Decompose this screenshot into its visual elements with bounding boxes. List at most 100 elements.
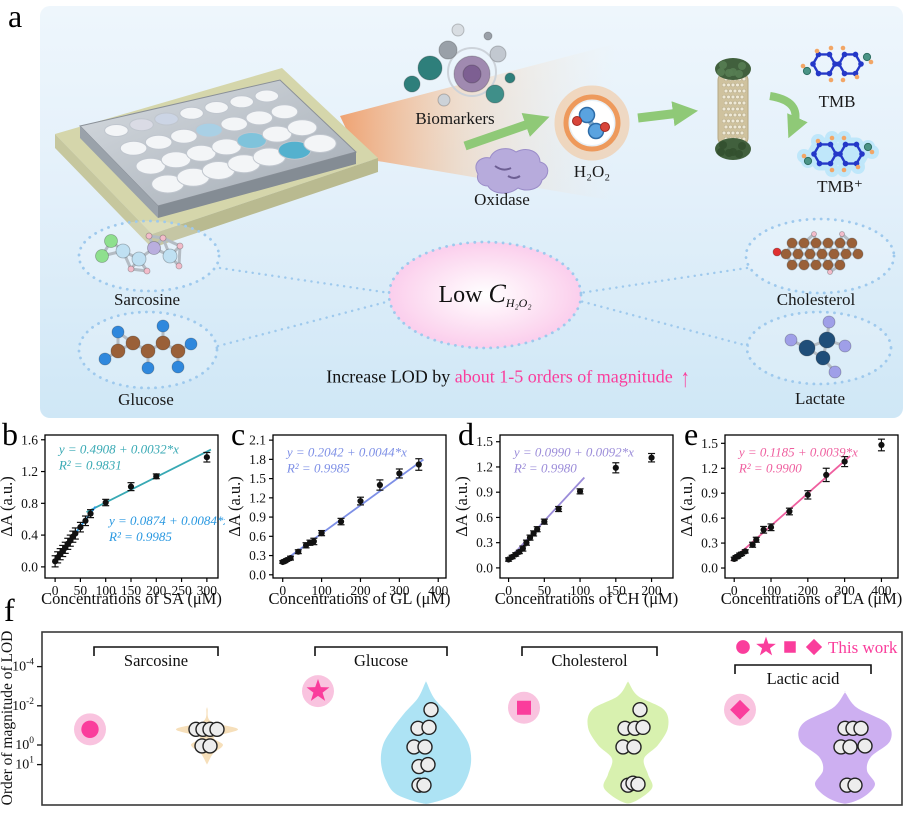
arrow-tmb-conversion-icon bbox=[769, 92, 808, 139]
literature-lod-point bbox=[626, 739, 642, 755]
literature-lod-point bbox=[421, 719, 437, 736]
svg-text:200: 200 bbox=[798, 583, 819, 598]
literature-lod-point bbox=[842, 739, 858, 755]
y-tick-label: 10-4 bbox=[12, 658, 34, 675]
svg-text:0.3: 0.3 bbox=[249, 548, 266, 563]
svg-text:0.3: 0.3 bbox=[701, 536, 718, 551]
svg-text:1.5: 1.5 bbox=[701, 436, 718, 451]
svg-text:50: 50 bbox=[538, 583, 552, 598]
y-tick-label: 10-2 bbox=[12, 697, 34, 714]
svg-text:300: 300 bbox=[835, 583, 856, 598]
this-work-marker-diamond bbox=[724, 693, 756, 726]
panel-c-calibration-chart: 0 100 200 300 400 0.0 0.3 0.6 0.9 1.2 1.5 1.8 2.1 Con… bbox=[225, 420, 453, 616]
data-point bbox=[77, 524, 84, 531]
panel-label-a: a bbox=[8, 0, 23, 34]
low-h2o2-callout: Low CH₂O₂ bbox=[438, 279, 531, 311]
fit-r-squared: R² = 0.9900 bbox=[738, 460, 802, 475]
chart-e-svg: 0 100 200 300 400 0.0 0.3 0.6 0.9 1.2 1.5 Concentra… bbox=[677, 434, 903, 608]
x-axis-label: Concentrations of GL (μM) bbox=[269, 589, 451, 608]
svg-text:1.5: 1.5 bbox=[249, 471, 266, 486]
fit-equation: y = 0.2042 + 0.0044*x bbox=[285, 444, 407, 459]
panel-label-c: c bbox=[231, 416, 246, 452]
microplate-illustration bbox=[55, 68, 378, 248]
h2o2-label: H₂O₂ bbox=[573, 162, 611, 181]
dotted-connector bbox=[216, 299, 392, 348]
svg-text:0: 0 bbox=[279, 583, 286, 598]
group-bracket bbox=[314, 646, 448, 656]
svg-text:1.2: 1.2 bbox=[21, 464, 38, 479]
data-point bbox=[760, 526, 767, 533]
sarcosine-label: Sarcosine bbox=[113, 290, 181, 309]
violin-group-sarcosine bbox=[175, 707, 239, 765]
group-label: Lactic acid bbox=[767, 669, 841, 688]
data-point bbox=[841, 458, 848, 465]
y-axis-label: ΔA (a.u.) bbox=[680, 476, 696, 537]
data-point bbox=[415, 461, 422, 468]
svg-text:250: 250 bbox=[171, 583, 192, 598]
svg-text:100: 100 bbox=[761, 583, 782, 598]
literature-lod-point bbox=[857, 738, 873, 754]
svg-text:0: 0 bbox=[52, 583, 59, 598]
svg-text:400: 400 bbox=[871, 583, 892, 598]
panel-label-d: d bbox=[458, 416, 474, 452]
fit-equation: y = 0.0874 + 0.0084*x bbox=[107, 513, 225, 528]
up-arrow-icon: ↑ bbox=[680, 363, 690, 393]
data-points bbox=[730, 438, 885, 562]
svg-text:0.3: 0.3 bbox=[476, 535, 493, 550]
literature-lod-point bbox=[420, 756, 436, 773]
this-work-label: This work bbox=[828, 638, 898, 657]
literature-lod-point bbox=[417, 739, 433, 755]
data-point bbox=[376, 481, 384, 489]
data-point bbox=[753, 536, 760, 543]
cholesterol-molecule-icon bbox=[772, 231, 864, 275]
data-point bbox=[337, 518, 345, 525]
svg-text:1.2: 1.2 bbox=[249, 490, 266, 505]
panel-e-calibration-chart: 0 100 200 300 400 0.0 0.3 0.6 0.9 1.2 1.5 Concentra… bbox=[677, 420, 905, 616]
svg-text:1.5: 1.5 bbox=[476, 434, 493, 449]
data-point bbox=[519, 545, 526, 552]
group-label: Sarcosine bbox=[124, 651, 188, 670]
violin-group-lactic-acid bbox=[798, 691, 892, 804]
y-axis-label: ΔA (a.u.) bbox=[228, 476, 244, 537]
fit-equation: y = 0.4908 + 0.0032*x bbox=[57, 442, 179, 457]
svg-text:0.9: 0.9 bbox=[249, 510, 266, 525]
svg-text:0.9: 0.9 bbox=[476, 485, 493, 500]
fit-r-squared: R² = 0.9831 bbox=[58, 458, 122, 473]
tmb-molecule-icon bbox=[800, 45, 874, 83]
literature-lod-point bbox=[632, 702, 648, 718]
plot-frame bbox=[499, 434, 674, 579]
biomarkers-label: Biomarkers bbox=[415, 109, 495, 128]
data-point bbox=[612, 464, 619, 471]
data-point bbox=[534, 526, 541, 533]
oxidase-icon bbox=[475, 148, 549, 194]
panel-label-b: b bbox=[2, 416, 18, 452]
data-point bbox=[318, 530, 325, 537]
chart-c-svg: 0 100 200 300 400 0.0 0.3 0.6 0.9 1.2 1.5 1.8 2.1 Con… bbox=[225, 433, 451, 608]
group-label: Glucose bbox=[354, 651, 408, 670]
data-point bbox=[648, 454, 655, 461]
y-axis-label: Order of magnitude of LOD bbox=[0, 631, 16, 806]
violin-group-cholesterol bbox=[587, 680, 669, 804]
data-point bbox=[127, 483, 135, 490]
svg-text:0.0: 0.0 bbox=[476, 560, 493, 575]
plot-frame bbox=[272, 434, 447, 579]
x-axis-label: Concentrations of LA (μM) bbox=[721, 589, 903, 608]
y-axis-label: ΔA (a.u.) bbox=[455, 476, 471, 537]
data-point bbox=[203, 454, 210, 461]
y-axis-label: ΔA (a.u.) bbox=[0, 476, 16, 537]
data-point bbox=[878, 441, 885, 449]
data-point bbox=[749, 541, 756, 548]
svg-text:100: 100 bbox=[96, 583, 117, 598]
data-point bbox=[823, 471, 830, 479]
data-point bbox=[742, 548, 749, 555]
svg-text:300: 300 bbox=[389, 583, 410, 598]
light-beam bbox=[340, 44, 615, 201]
data-point bbox=[767, 524, 775, 531]
this-work-marker-square bbox=[508, 691, 540, 724]
svg-text:50: 50 bbox=[74, 583, 88, 598]
panel-b-calibration-chart: 0 50 100 150 200 250 300 0.0 0.4 0.8 1.2 1.6 Concent… bbox=[0, 420, 229, 616]
data-point bbox=[541, 518, 548, 525]
oxidase-label: Oxidase bbox=[474, 190, 530, 209]
svg-text:0.4: 0.4 bbox=[21, 528, 38, 543]
data-point bbox=[87, 510, 94, 517]
